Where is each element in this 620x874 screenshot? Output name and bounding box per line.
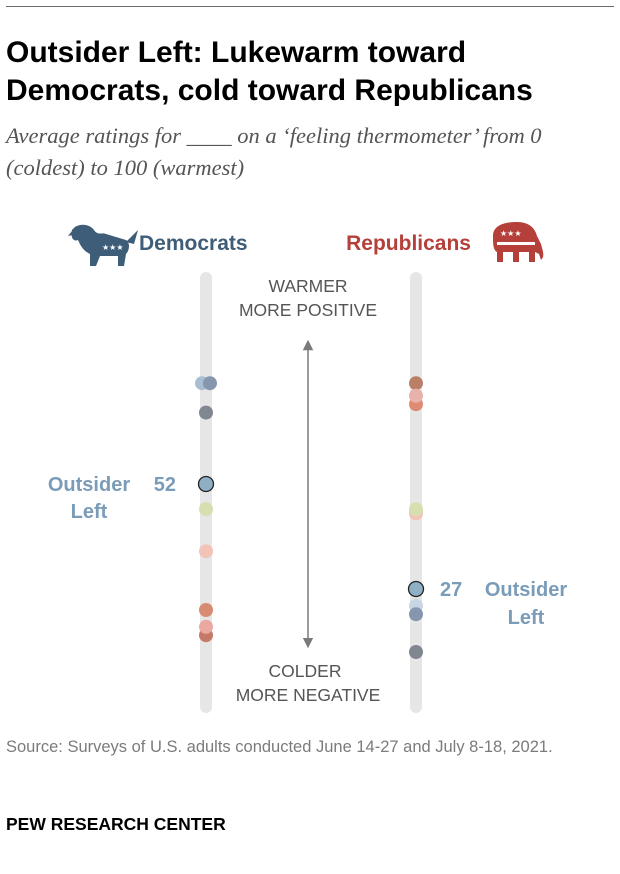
more-positive-label: MORE POSITIVE (239, 300, 377, 320)
republicans-point (409, 376, 423, 391)
data-labels: 52 Outsider Left 27 Outsider Left (48, 474, 567, 629)
colder-label: COLDER (269, 661, 342, 681)
republicans-point (409, 502, 423, 517)
republicans-value-label: 27 (440, 579, 462, 601)
thermometer-chart: ★★★ Democrats ★★★ Republicans WARMER MOR… (48, 222, 567, 713)
republicans-group-label: Left (508, 607, 545, 629)
republicans-label: Republicans (346, 232, 471, 255)
democrats-point (197, 475, 215, 493)
source-note: Source: Surveys of U.S. adults conducted… (6, 738, 553, 756)
svg-text:★★★: ★★★ (102, 243, 124, 252)
democrats-point (199, 405, 213, 420)
democrats-value-label: 52 (154, 474, 176, 496)
top-rule (6, 6, 614, 7)
warmer-label: WARMER (268, 276, 347, 296)
democrats-track (200, 272, 212, 713)
democrats-point (199, 544, 213, 559)
republicans-point (407, 580, 425, 598)
democrats-group-label: Outsider (48, 474, 130, 496)
elephant-icon: ★★★ (493, 222, 544, 262)
democrats-group-label: Left (71, 501, 108, 523)
democrats-point (199, 619, 213, 634)
democrats-point (203, 376, 217, 391)
chart-subtitle: Average ratings for ____ on a ‘feeling t… (6, 123, 542, 180)
democrats-point (199, 502, 213, 517)
democrats-label: Democrats (139, 232, 248, 255)
svg-text:★★★: ★★★ (500, 229, 522, 238)
democrats-point (199, 603, 213, 617)
chart-title: Outsider Left: Lukewarm toward Democrats… (6, 36, 533, 107)
republicans-point (409, 388, 423, 403)
data-points (195, 376, 425, 659)
more-negative-label: MORE NEGATIVE (236, 685, 381, 705)
republicans-group-label: Outsider (485, 579, 567, 601)
republicans-point (409, 645, 423, 659)
republicans-point (409, 607, 423, 622)
donkey-icon: ★★★ (68, 224, 138, 266)
pew-brand: PEW RESEARCH CENTER (6, 814, 226, 834)
